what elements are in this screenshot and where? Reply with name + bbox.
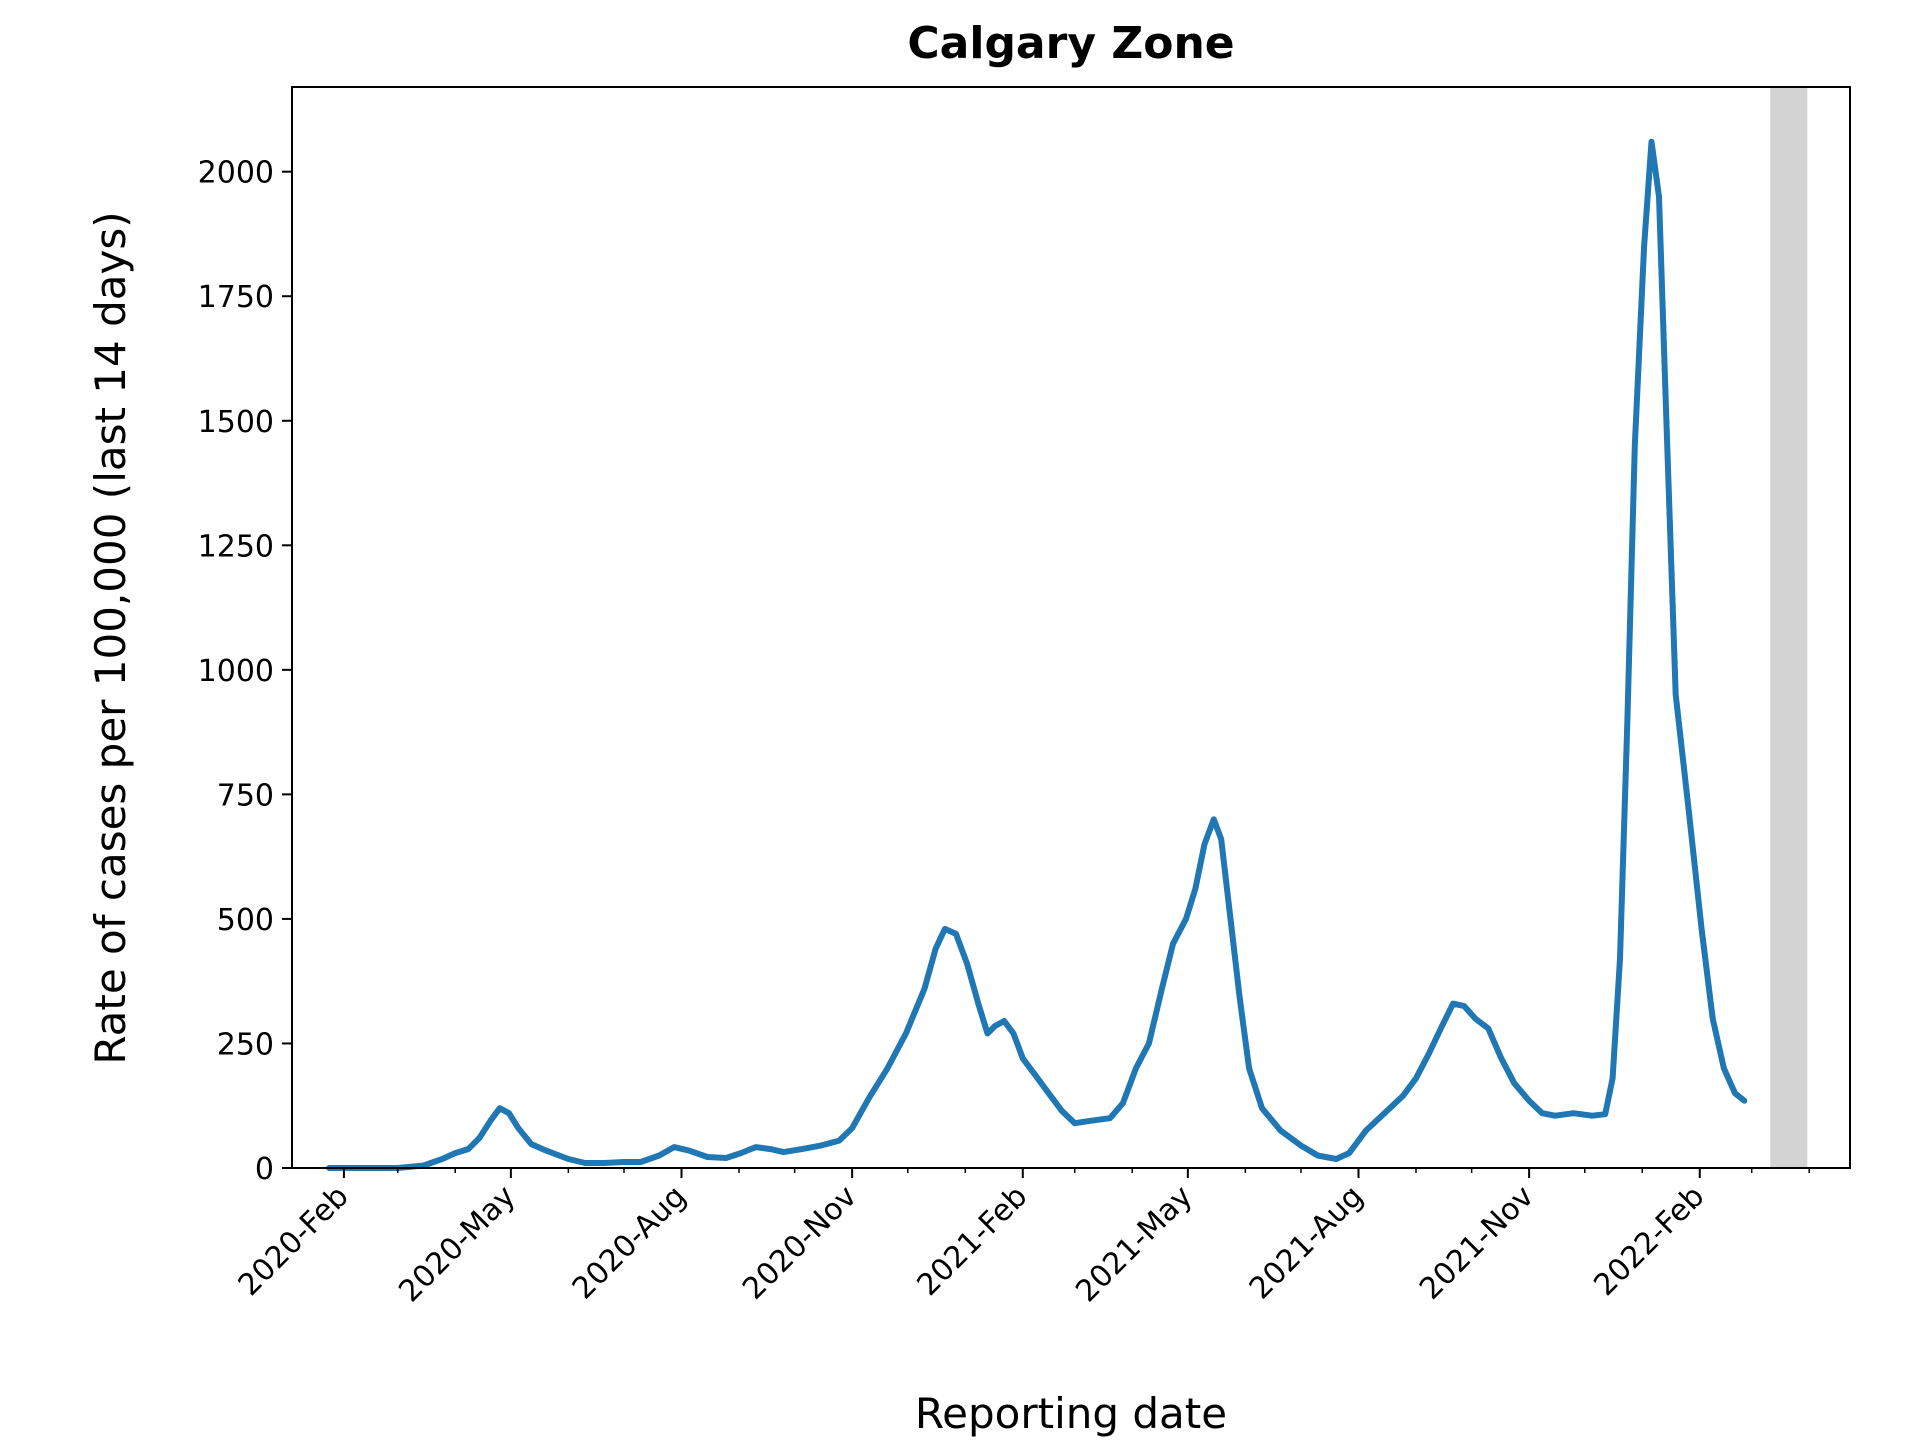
y-axis-label: Rate of cases per 100,000 (last 14 days) [86,211,135,1064]
x-tick-label: 2021-Aug [1243,1179,1370,1306]
series-line-0 [326,138,1748,1171]
plot-area: 0 250 500 750 1000 1250 1500 1750 2000 2020-Feb 20… [198,86,1851,1309]
y-tick-label: 1250 [198,529,274,564]
x-tick-label: 2020-Aug [566,1179,693,1306]
chart-title: Calgary Zone [907,18,1234,69]
y-tick-label: 2000 [198,156,274,191]
x-tick-label: 2021-Feb [910,1179,1034,1303]
x-tick-label: 2022-Feb [1587,1179,1711,1303]
y-tick-label: 750 [217,778,274,813]
x-tick-label: 2020-Feb [232,1179,356,1303]
y-tick-label: 250 [217,1027,274,1062]
x-tick-label: 2021-May [1069,1179,1199,1309]
y-tick-label: 1750 [198,280,274,315]
x-tick-label: 2021-Nov [1413,1179,1541,1307]
y-tick-label: 0 [255,1152,274,1187]
y-tick-label: 500 [217,903,274,938]
x-tick-label: 2020-May [392,1179,522,1309]
y-tick-label: 1500 [198,405,274,440]
shaded-region [1770,87,1808,1168]
plot-frame [291,86,1851,1169]
x-tick-label: 2020-Nov [736,1179,864,1307]
y-tick-label: 1000 [198,654,274,689]
x-axis-label: Reporting date [915,1389,1227,1438]
